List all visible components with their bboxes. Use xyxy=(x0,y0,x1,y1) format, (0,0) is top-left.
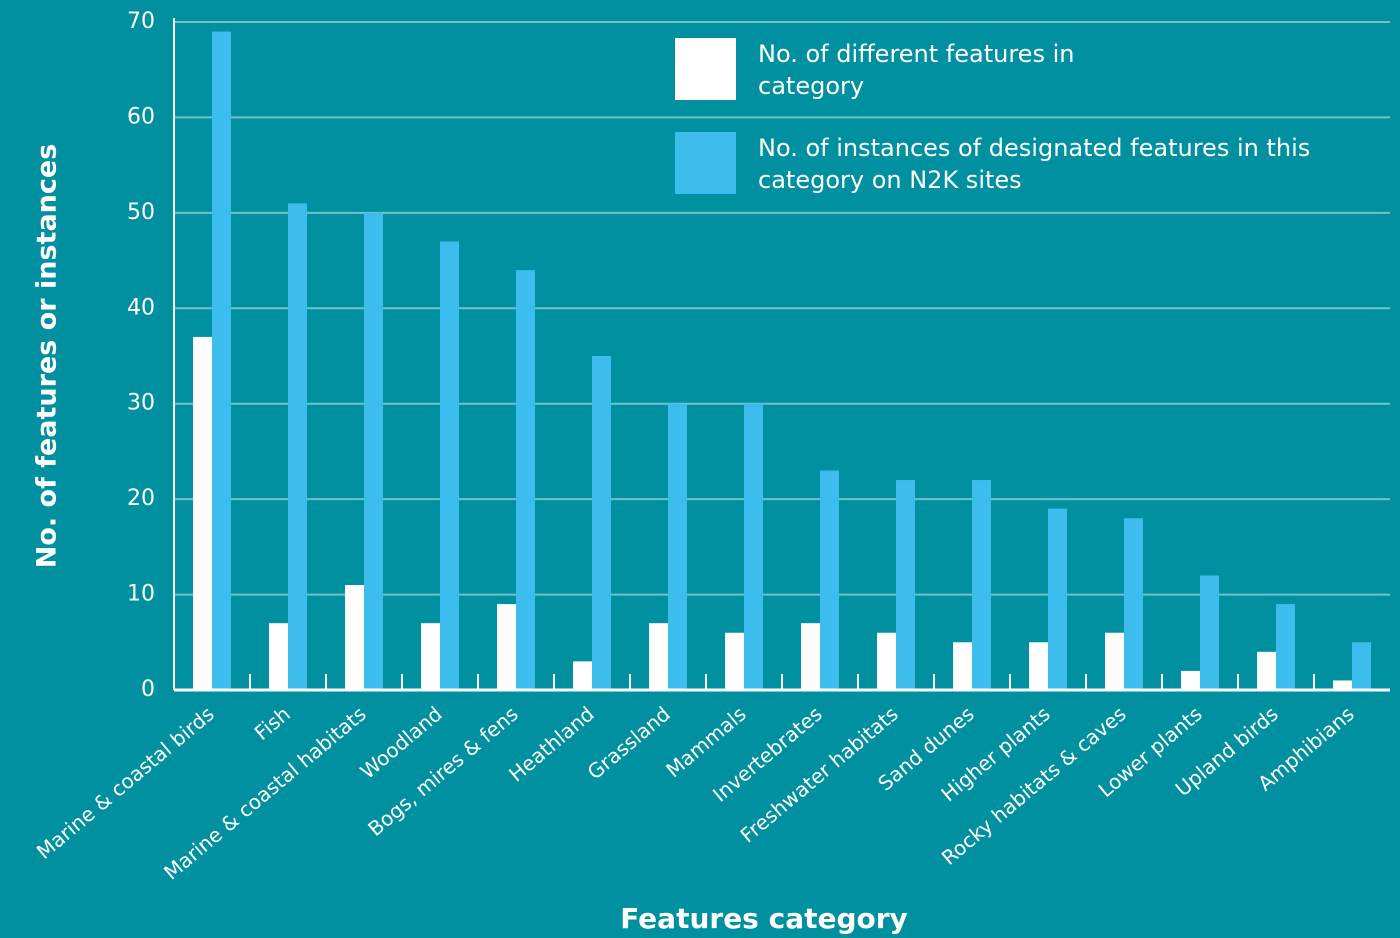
bar xyxy=(820,470,839,690)
bar xyxy=(1257,651,1276,690)
y-tick-label: 10 xyxy=(127,582,155,607)
bar xyxy=(1029,642,1048,690)
legend-label: No. of different features in category xyxy=(758,40,1075,100)
bar xyxy=(364,212,383,690)
x-tick-label: Heathland xyxy=(504,702,599,787)
bar xyxy=(193,336,212,690)
bar xyxy=(1105,632,1124,690)
bar xyxy=(801,623,820,690)
y-tick-label: 50 xyxy=(127,200,155,225)
bar xyxy=(212,31,231,691)
bar xyxy=(649,623,668,690)
bar xyxy=(1276,604,1295,690)
y-tick-label: 30 xyxy=(127,391,155,416)
bar xyxy=(269,623,288,690)
bar xyxy=(1200,575,1219,690)
bar xyxy=(573,661,592,690)
bar xyxy=(440,241,459,690)
y-tick-label: 20 xyxy=(127,486,155,511)
y-tick-label: 60 xyxy=(127,104,155,129)
bar xyxy=(972,480,991,690)
bar xyxy=(497,604,516,690)
bar xyxy=(516,270,535,690)
legend-item: No. of different features in category xyxy=(675,38,1378,102)
y-tick-label: 70 xyxy=(127,9,155,34)
bar xyxy=(668,403,687,690)
bar xyxy=(1181,670,1200,690)
bar xyxy=(1124,518,1143,690)
bar xyxy=(288,203,307,691)
bar xyxy=(953,642,972,690)
bar xyxy=(896,480,915,690)
legend-swatch xyxy=(675,38,736,100)
bar xyxy=(877,632,896,690)
bar xyxy=(345,585,364,690)
legend-item: No. of instances of designated features … xyxy=(675,132,1378,196)
bar xyxy=(592,356,611,690)
bar xyxy=(725,632,744,690)
x-axis-title: Features category xyxy=(620,902,908,935)
legend-label: No. of instances of designated features … xyxy=(758,134,1311,194)
bar xyxy=(1352,642,1371,690)
bar xyxy=(1048,508,1067,690)
bar xyxy=(421,623,440,690)
y-tick-label: 0 xyxy=(141,677,155,702)
bar xyxy=(744,403,763,690)
bar xyxy=(1333,680,1352,690)
y-axis-title: No. of features or instances xyxy=(32,144,63,569)
y-tick-label: 40 xyxy=(127,295,155,320)
x-tick-label: Fish xyxy=(250,702,295,745)
legend: No. of different features in category No.… xyxy=(675,38,1378,226)
x-tick-label: Grassland xyxy=(583,702,675,785)
legend-swatch xyxy=(675,132,736,194)
